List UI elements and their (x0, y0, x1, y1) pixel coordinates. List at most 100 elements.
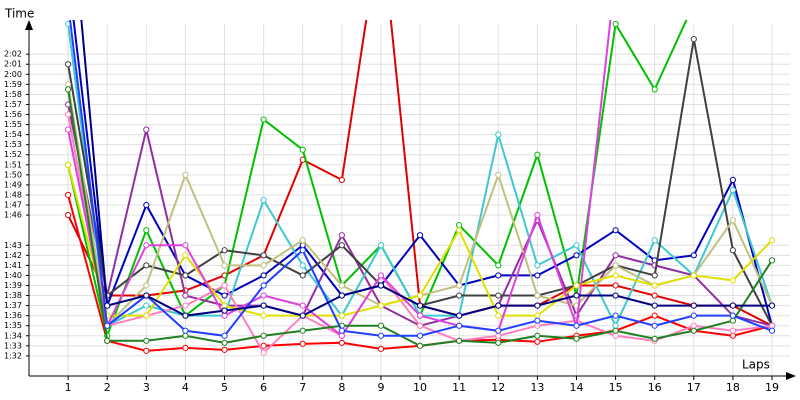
data-point (221, 346, 228, 353)
data-point (65, 61, 72, 68)
data-point (65, 86, 72, 93)
data-point (260, 332, 267, 339)
data-point (66, 1, 71, 6)
data-point (260, 282, 267, 289)
data-point (221, 307, 228, 314)
data-point (377, 282, 385, 289)
x-tick-label: 19 (765, 381, 779, 394)
data-point (690, 322, 697, 329)
data-point (299, 302, 306, 309)
data-point (534, 262, 541, 269)
x-axis-label: Laps (742, 358, 770, 372)
data-point (534, 322, 541, 329)
data-point (729, 217, 737, 224)
data-point (690, 35, 697, 43)
x-tick-label: 10 (413, 381, 427, 394)
x-tick-label: 14 (569, 381, 583, 394)
data-point (534, 302, 541, 309)
y-tick-label: 1:32 (4, 351, 22, 360)
x-tick-label: 4 (182, 381, 189, 394)
data-point (651, 322, 658, 329)
data-point (260, 312, 267, 319)
data-point (456, 227, 463, 234)
y-tick-label: 2:01 (4, 60, 22, 69)
data-point (651, 237, 658, 244)
data-point (182, 327, 189, 334)
data-point (651, 292, 658, 299)
y-tick-label: 1:46 (4, 211, 22, 220)
data-point (573, 242, 580, 249)
data-point (612, 282, 619, 289)
data-point (612, 322, 619, 329)
data-point (221, 339, 228, 346)
y-tick-label: 1:37 (4, 301, 22, 310)
x-tick-label: 7 (299, 381, 306, 394)
data-point (377, 345, 385, 352)
data-point (768, 322, 776, 329)
data-point (651, 272, 658, 279)
data-point (104, 322, 111, 329)
data-point (65, 191, 72, 199)
data-point (338, 327, 345, 334)
data-point (143, 292, 150, 299)
data-point (729, 327, 737, 334)
x-tick-label: 3 (143, 381, 150, 394)
y-tick-label: 1:59 (4, 80, 22, 89)
data-point (182, 302, 189, 309)
data-point (182, 344, 189, 351)
data-point (729, 186, 737, 194)
data-point (534, 292, 541, 299)
data-point (456, 292, 463, 299)
data-point (338, 242, 345, 249)
y-tick-label: 1:39 (4, 281, 22, 290)
data-point (456, 322, 463, 329)
data-point (338, 176, 345, 183)
data-point (221, 312, 228, 319)
y-tick-label: 1:52 (4, 150, 22, 159)
y-axis-arrow (25, 20, 33, 30)
data-point (143, 302, 150, 309)
y-tick-label: 1:42 (4, 251, 22, 260)
data-point (338, 292, 345, 299)
data-point (456, 222, 463, 229)
y-tick-label: 1:58 (4, 90, 22, 99)
x-tick-label: 12 (491, 381, 505, 394)
y-tick-label: 1:51 (4, 160, 22, 169)
data-point (260, 349, 267, 356)
data-point (377, 322, 385, 329)
data-point (143, 347, 150, 354)
data-point (690, 252, 697, 259)
data-point (691, 1, 696, 6)
data-point (612, 262, 619, 269)
data-point (495, 272, 502, 279)
data-point (612, 332, 619, 339)
data-point (143, 201, 150, 209)
data-point (377, 302, 385, 309)
data-point (299, 340, 306, 347)
data-point (416, 332, 424, 339)
data-point (651, 282, 658, 289)
y-tick-label: 1:57 (4, 100, 22, 109)
data-point (690, 327, 697, 334)
y-tick-label: 1:55 (4, 120, 22, 129)
data-point (456, 312, 463, 319)
data-point (182, 171, 189, 178)
data-point (495, 302, 502, 309)
data-point (260, 302, 267, 309)
x-tick-label: 2 (104, 381, 111, 394)
data-point (182, 252, 189, 259)
data-point (338, 232, 345, 239)
data-point (260, 252, 267, 259)
y-tick-label: 1:47 (4, 201, 22, 210)
data-point (65, 81, 72, 88)
y-axis-label: Time (4, 7, 34, 21)
data-point (495, 339, 502, 346)
y-tick-label: 2:02 (4, 50, 22, 59)
data-point (573, 322, 580, 329)
data-point (416, 302, 424, 309)
data-point (377, 272, 385, 279)
data-point (338, 312, 345, 319)
data-point (729, 247, 737, 254)
y-tick-label: 1:43 (4, 241, 22, 250)
